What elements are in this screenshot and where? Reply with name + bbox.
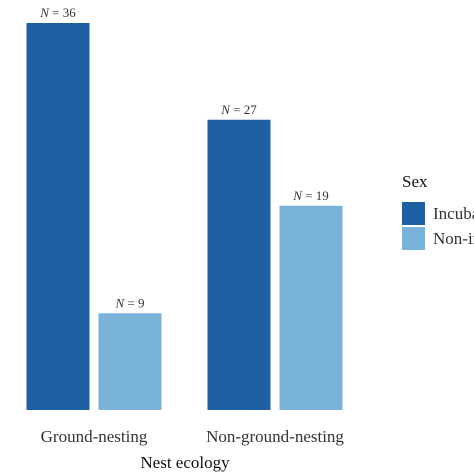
bar-ground-nesting-incubating bbox=[26, 23, 90, 410]
bar-ground-nesting-non-incubating bbox=[98, 313, 162, 410]
bar-data-label: N = 27 bbox=[220, 102, 257, 117]
legend: Sex Incubating Non-incubating bbox=[402, 172, 474, 250]
x-tick-labels-group: Ground-nesting Non-ground-nesting bbox=[41, 427, 345, 446]
bar-non-ground-nesting-non-incubating bbox=[279, 205, 343, 410]
bar-data-label: N = 36 bbox=[39, 5, 76, 20]
bar-non-ground-nesting-incubating bbox=[207, 119, 271, 410]
x-tick-label: Non-ground-nesting bbox=[206, 427, 344, 446]
bar-data-label: N = 19 bbox=[292, 188, 329, 203]
legend-title: Sex bbox=[402, 172, 428, 191]
bar-labels-group: N = 36 N = 9 N = 27 N = 19 bbox=[39, 5, 329, 310]
legend-label: Non-incubating bbox=[433, 229, 474, 248]
bars-group bbox=[26, 23, 343, 410]
bar-data-label: N = 9 bbox=[114, 295, 144, 310]
legend-swatch bbox=[402, 227, 425, 250]
x-tick-label: Ground-nesting bbox=[41, 427, 148, 446]
legend-swatch bbox=[402, 202, 425, 225]
x-axis-title: Nest ecology bbox=[140, 453, 230, 472]
legend-label: Incubating bbox=[433, 204, 474, 223]
